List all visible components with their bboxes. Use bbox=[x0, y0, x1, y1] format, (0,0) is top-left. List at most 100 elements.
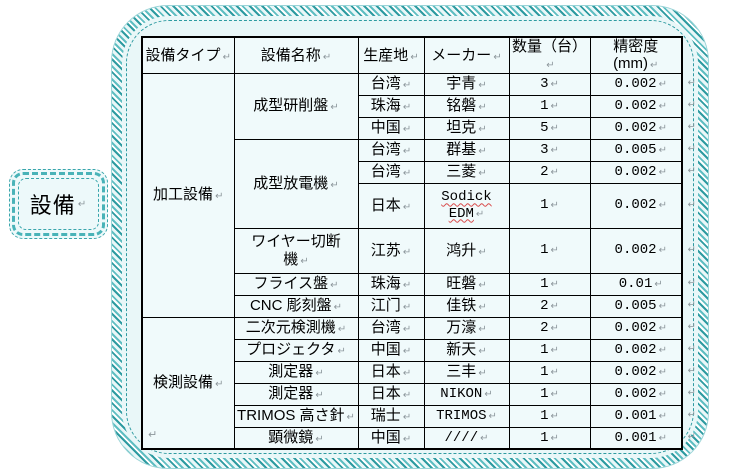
cell-end-mark: ↵ bbox=[488, 410, 497, 422]
cell-quantity[interactable]: 1 ↵ bbox=[508, 382, 591, 406]
cell-end-mark: ↵ bbox=[402, 146, 412, 158]
cell-origin[interactable]: 中国 ↵ bbox=[357, 338, 425, 362]
cell-equip-name[interactable]: 成型研削盤 ↵ bbox=[233, 72, 359, 140]
cell-maker[interactable]: NIKON ↵ bbox=[423, 382, 510, 406]
cell-origin[interactable]: 中国 ↵ bbox=[357, 426, 425, 450]
cell-quantity[interactable]: 5 ↵ bbox=[508, 116, 591, 140]
cell-end-mark: ↵ bbox=[315, 368, 324, 380]
cell-end-mark: ↵ bbox=[475, 208, 485, 220]
cell-precision[interactable]: 0.01 ↵ ↵ bbox=[589, 272, 696, 296]
cell-origin[interactable]: 日本 ↵ bbox=[357, 182, 425, 229]
cell-quantity[interactable]: 2 ↵ bbox=[508, 160, 591, 184]
cell-quantity[interactable]: 1 ↵ bbox=[508, 227, 591, 274]
equipment-label-box[interactable]: 設備 ↵ bbox=[9, 169, 108, 239]
cell-equip-name[interactable]: 測定器 ↵ bbox=[233, 382, 359, 406]
cell-precision[interactable]: 0.005 ↵ ↵ bbox=[589, 138, 696, 162]
cell-quantity[interactable]: 2 ↵ bbox=[508, 316, 591, 340]
cell-end-mark: ↵ bbox=[550, 410, 559, 422]
cell-origin[interactable]: 珠海 ↵ bbox=[357, 272, 425, 296]
cell-quantity[interactable]: 1 ↵ bbox=[508, 360, 591, 384]
header-quantity: 数量（台）↵ bbox=[508, 36, 591, 74]
cell-precision[interactable]: 0.002 ↵ ↵ bbox=[589, 116, 696, 140]
cell-maker[interactable]: 旺磐 ↵ bbox=[423, 272, 510, 296]
cell-origin[interactable]: 台湾 ↵ bbox=[357, 138, 425, 162]
cell-maker[interactable]: 鸿升 ↵ bbox=[423, 227, 510, 274]
cell-quantity[interactable]: 3 ↵ bbox=[508, 72, 591, 96]
cell-origin[interactable]: 江苏 ↵ bbox=[357, 227, 425, 274]
cell-origin[interactable]: 瑞士 ↵ bbox=[357, 404, 425, 428]
cell-origin[interactable]: 台湾 ↵ bbox=[357, 316, 425, 340]
row-end-mark: ↵ bbox=[687, 199, 696, 211]
cell-precision[interactable]: 0.002 ↵ ↵ bbox=[589, 160, 696, 184]
cell-end-mark: ↵ bbox=[550, 278, 559, 290]
cell-precision[interactable]: 0.002 ↵ ↵ bbox=[589, 182, 696, 229]
cell-end-mark: ↵ bbox=[330, 280, 339, 292]
cell-quantity[interactable]: 1 ↵ bbox=[508, 338, 591, 362]
header-equip-type: 設備タイプ ↵ bbox=[141, 36, 235, 74]
cell-origin[interactable]: 珠海 ↵ bbox=[357, 94, 425, 118]
cell-maker[interactable]: 宇青 ↵ bbox=[423, 72, 510, 96]
cell-quantity[interactable]: 2 ↵ bbox=[508, 294, 591, 318]
cell-precision[interactable]: 0.002 ↵ ↵ bbox=[589, 360, 696, 384]
cell-precision[interactable]: 0.002 ↵ ↵ bbox=[589, 94, 696, 118]
cell-equip-type[interactable]: 加工設備 ↵ bbox=[141, 72, 235, 318]
cell-equip-name[interactable]: フライス盤 ↵ bbox=[233, 272, 359, 296]
cell-precision[interactable]: 0.002 ↵ ↵ bbox=[589, 227, 696, 274]
cell-precision[interactable]: 0.002 ↵ ↵ bbox=[589, 338, 696, 362]
cell-maker[interactable]: 铭磐 ↵ bbox=[423, 94, 510, 118]
cell-maker[interactable]: Sodick EDM ↵ bbox=[423, 182, 510, 229]
cell-end-mark: ↵ bbox=[337, 324, 347, 336]
cell-end-mark: ↵ bbox=[410, 51, 419, 63]
cell-quantity[interactable]: 3 ↵ bbox=[508, 138, 591, 162]
row-end-mark: ↵ bbox=[687, 299, 696, 311]
cell-equip-name[interactable]: 成型放電機 ↵ bbox=[233, 138, 359, 229]
cell-quantity[interactable]: 1 ↵ bbox=[508, 426, 591, 450]
cell-origin[interactable]: 日本 ↵ bbox=[357, 360, 425, 384]
cell-end-mark: ↵ bbox=[333, 302, 343, 314]
cell-precision[interactable]: 0.002 ↵ ↵ bbox=[589, 382, 696, 406]
cell-maker[interactable]: 群基 ↵ bbox=[423, 138, 510, 162]
cell-maker[interactable]: 三菱 ↵ bbox=[423, 160, 510, 184]
cell-quantity[interactable]: 1 ↵ bbox=[508, 272, 591, 296]
cell-maker[interactable]: 佳铁 ↵ bbox=[423, 294, 510, 318]
cell-equip-name[interactable]: プロジェクタ ↵ bbox=[233, 338, 359, 362]
cell-origin[interactable]: 台湾 ↵ bbox=[357, 72, 425, 96]
cell-maker[interactable]: 新天 ↵ bbox=[423, 338, 510, 362]
cell-origin[interactable]: 台湾 ↵ bbox=[357, 160, 425, 184]
cell-end-mark: ↵ bbox=[222, 51, 231, 63]
cell-end-mark: ↵ bbox=[215, 191, 224, 203]
cell-end-mark: ↵ bbox=[550, 388, 559, 400]
cell-maker[interactable]: ////↵ bbox=[423, 426, 510, 450]
cell-end-mark: ↵ bbox=[550, 122, 559, 134]
cell-origin[interactable]: 中国 ↵ bbox=[357, 116, 425, 140]
cell-end-mark: ↵ bbox=[550, 344, 559, 356]
cell-maker[interactable]: 坦克 ↵ bbox=[423, 116, 510, 140]
cell-precision[interactable]: 0.005 ↵ ↵ bbox=[589, 294, 696, 318]
cell-end-mark: ↵ bbox=[315, 434, 324, 446]
cell-origin[interactable]: 江门 ↵ bbox=[357, 294, 425, 318]
header-origin: 生産地 ↵ bbox=[357, 36, 425, 74]
cell-end-mark: ↵ bbox=[402, 124, 412, 136]
cell-precision[interactable]: 0.001 ↵ ↵ bbox=[589, 426, 696, 450]
cell-precision[interactable]: 0.001 ↵ ↵ bbox=[589, 404, 696, 428]
cell-equip-name[interactable]: 二次元検測機 ↵ bbox=[233, 316, 359, 340]
cell-origin[interactable]: 日本 ↵ bbox=[357, 382, 425, 406]
cell-equip-name[interactable]: ワイヤー切断機 ↵ bbox=[233, 227, 359, 274]
cell-end-mark: ↵ bbox=[484, 388, 493, 400]
cell-end-mark: ↵ bbox=[315, 390, 324, 402]
cell-equip-name[interactable]: 顕微鏡 ↵ bbox=[233, 426, 359, 450]
header-equip-name: 設備名称 ↵ bbox=[233, 36, 359, 74]
cell-end-mark: ↵ bbox=[550, 78, 559, 90]
cell-equip-name[interactable]: TRIMOS 高さ針 ↵ bbox=[233, 404, 359, 428]
cell-quantity[interactable]: 1 ↵ bbox=[508, 94, 591, 118]
cell-equip-name[interactable]: CNC 彫刻盤 ↵ bbox=[233, 294, 359, 318]
cell-precision[interactable]: 0.002 ↵ ↵ bbox=[589, 72, 696, 96]
cell-quantity[interactable]: 1 ↵ bbox=[508, 404, 591, 428]
cell-equip-name[interactable]: 測定器 ↵ bbox=[233, 360, 359, 384]
cell-maker[interactable]: TRIMOS ↵ bbox=[423, 404, 510, 428]
table-row: CNC 彫刻盤 ↵ 江门 ↵ 佳铁 ↵ 2 ↵ 0.005 ↵ ↵ bbox=[142, 294, 696, 318]
cell-maker[interactable]: 三丰 ↵ bbox=[423, 360, 510, 384]
cell-maker[interactable]: 万濠 ↵ bbox=[423, 316, 510, 340]
cell-precision[interactable]: 0.002 ↵ ↵ bbox=[589, 316, 696, 340]
cell-quantity[interactable]: 1 ↵ bbox=[508, 182, 591, 229]
